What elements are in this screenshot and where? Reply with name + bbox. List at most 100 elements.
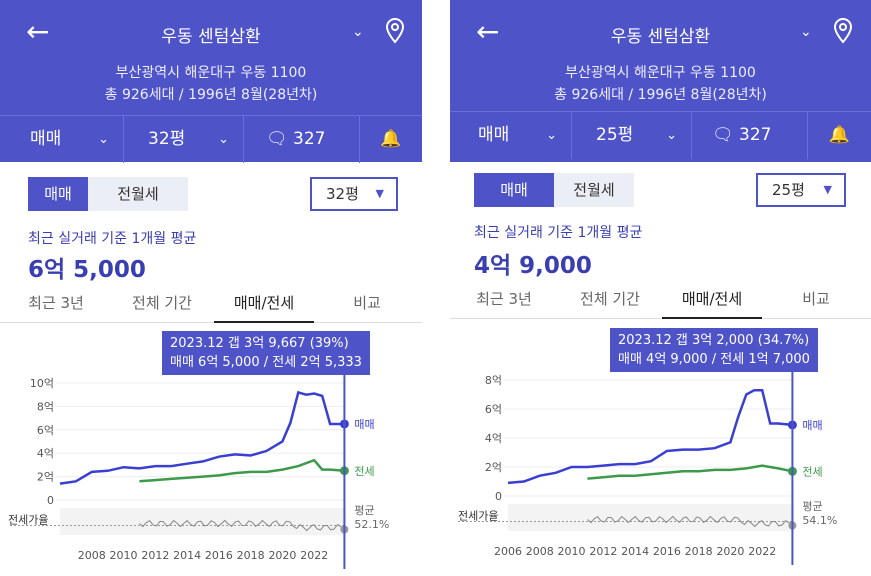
avg-label: 평균 [354,504,374,517]
tab-compare[interactable]: 비교 [353,294,381,312]
y-tick-label: 6억 [485,403,502,416]
tab-all-period[interactable]: 전체 기간 [132,294,192,312]
household-info: 총 926세대 / 1996년 8월(28년차) [104,87,318,103]
chart-tooltip: 2023.12 갭 3억 2,000 (34.7%) 매매 4억 9,000 /… [610,328,818,372]
trade-type-label: 매매 [30,129,62,149]
price-subtitle: 최근 실거래 기준 1개월 평균 [474,225,643,241]
complex-title[interactable]: 우동 센텀삼환 [610,27,711,47]
ratio-line [139,519,345,532]
header: ← 우동 센텀삼환 ⌄ 부산광역시 해운대구 우동 1100 총 926세대 /… [0,0,422,163]
average-price: 6억 5,000 [28,257,146,283]
trade-type-select[interactable]: 매매 ⌄ [450,112,572,159]
period-tabs: 최근 3년 전체 기간 매매/전세 비교 [0,285,422,323]
header: ← 우동 센텀삼환 ⌄ 부산광역시 해운대구 우동 1100 총 926세대 /… [450,0,871,162]
size-select[interactable]: 32평 ⌄ [124,116,244,163]
rent-series-line [139,458,345,483]
x-tick-label: 2012 [141,549,169,562]
comment-count: 327 [739,125,772,145]
y-tick-label: 0 [495,490,502,503]
complex-title[interactable]: 우동 센텀삼환 [161,27,261,47]
y-tick-label: 2억 [485,461,502,474]
ratio-band [60,508,346,535]
notification-button[interactable]: 🔔 [808,112,871,159]
size-dropdown[interactable]: 32평 ▼ [310,177,398,211]
period-tabs: 최근 3년 전체 기간 매매/전세 비교 [450,281,871,319]
avg-value: 54.1% [802,514,837,527]
tab-sale-rent[interactable]: 매매/전세 [214,285,314,323]
caret-down-icon: ▼ [823,183,832,196]
y-tick-label: 6억 [37,424,54,437]
x-tick-label: 2010 [110,549,138,562]
ratio-line [587,515,793,528]
back-arrow-icon[interactable]: ← [476,15,500,48]
x-tick-label: 2014 [621,545,649,558]
chevron-down-icon[interactable]: ⌄ [800,24,812,40]
filter-bar: 매매 ⌄ 25평 ⌄ 🗨 327 🔔 [450,111,871,159]
location-pin-icon[interactable] [380,16,410,46]
x-tick-label: 2016 [653,545,681,558]
left-panel: ← 우동 센텀삼환 ⌄ 부산광역시 해운대구 우동 1100 총 926세대 /… [0,0,422,576]
x-tick-label: 2010 [558,545,586,558]
seg-rent[interactable]: 전월세 [117,185,159,203]
seg-sale[interactable]: 매매 [28,177,88,211]
sale-series-line [507,388,793,485]
x-tick-label: 2020 [268,549,296,562]
tab-sale-rent[interactable]: 매매/전세 [662,281,762,319]
caret-down-icon: ▼ [375,187,384,200]
x-tick-label: 2012 [589,545,617,558]
x-tick-label: 2008 [526,545,554,558]
chevron-down-icon: ⌄ [546,128,557,143]
ratio-label: 전세가율 [458,510,498,523]
x-tick-label: 2008 [78,549,106,562]
y-tick-label: 8억 [37,400,54,413]
size-select[interactable]: 25평 ⌄ [572,112,692,159]
avg-value: 52.1% [354,518,389,531]
chevron-down-icon: ⌄ [218,132,229,147]
tab-all-period[interactable]: 전체 기간 [580,290,640,308]
filter-bar: 매매 ⌄ 32평 ⌄ 🗨 327 🔔 [0,115,422,163]
comment-count: 327 [293,129,326,149]
y-tick-label: 2억 [37,471,54,484]
back-arrow-icon[interactable]: ← [26,15,50,48]
x-tick-label: 2022 [300,549,328,562]
speech-bubble-icon: 🗨 [712,125,734,145]
avg-label: 평균 [802,500,822,513]
y-tick-label: 4억 [37,447,54,460]
x-tick-label: 2020 [716,545,744,558]
legend-rent: 전세 [802,465,822,478]
chevron-down-icon[interactable]: ⌄ [352,24,364,40]
address: 부산광역시 해운대구 우동 1100 [565,65,756,81]
size-dropdown-label: 25평 [772,181,805,199]
trade-type-select[interactable]: 매매 ⌄ [0,116,124,163]
size-label: 25평 [596,125,634,145]
ratio-band [508,504,794,531]
seg-rent[interactable]: 전월세 [573,181,615,199]
location-pin-icon[interactable] [828,16,858,46]
size-dropdown[interactable]: 25평 ▼ [756,173,846,207]
address: 부산광역시 해운대구 우동 1100 [115,65,307,81]
x-tick-label: 2018 [685,545,713,558]
chevron-down-icon: ⌄ [666,128,677,143]
notification-button[interactable]: 🔔 [360,116,422,163]
tab-compare[interactable]: 비교 [802,290,830,308]
comments-button[interactable]: 🗨 327 [244,116,360,163]
x-tick-label: 2022 [748,545,776,558]
sale-series-line [59,390,345,485]
seg-sale[interactable]: 매매 [474,173,554,207]
tooltip-prices: 매매 4억 9,000 / 전세 1억 7,000 [618,352,810,367]
comments-button[interactable]: 🗨 327 [692,112,808,159]
bell-icon: 🔔 [828,125,851,145]
y-tick-label: 8억 [485,374,502,387]
deal-segment: 매매 전월세 [474,173,634,207]
tab-recent-3y[interactable]: 최근 3년 [476,290,532,308]
ratio-label: 전세가율 [8,514,48,527]
tab-recent-3y[interactable]: 최근 3년 [28,294,84,312]
tooltip-gap: 2023.12 갭 3억 9,667 (39%) [170,336,349,351]
rent-series-line [587,464,793,480]
right-panel: ← 우동 센텀삼환 ⌄ 부산광역시 해운대구 우동 1100 총 926세대 /… [450,0,871,576]
x-tick-label: 2006 [494,545,522,558]
tooltip-prices: 매매 6억 5,000 / 전세 2억 5,333 [170,355,362,370]
legend-rent: 전세 [354,465,374,478]
